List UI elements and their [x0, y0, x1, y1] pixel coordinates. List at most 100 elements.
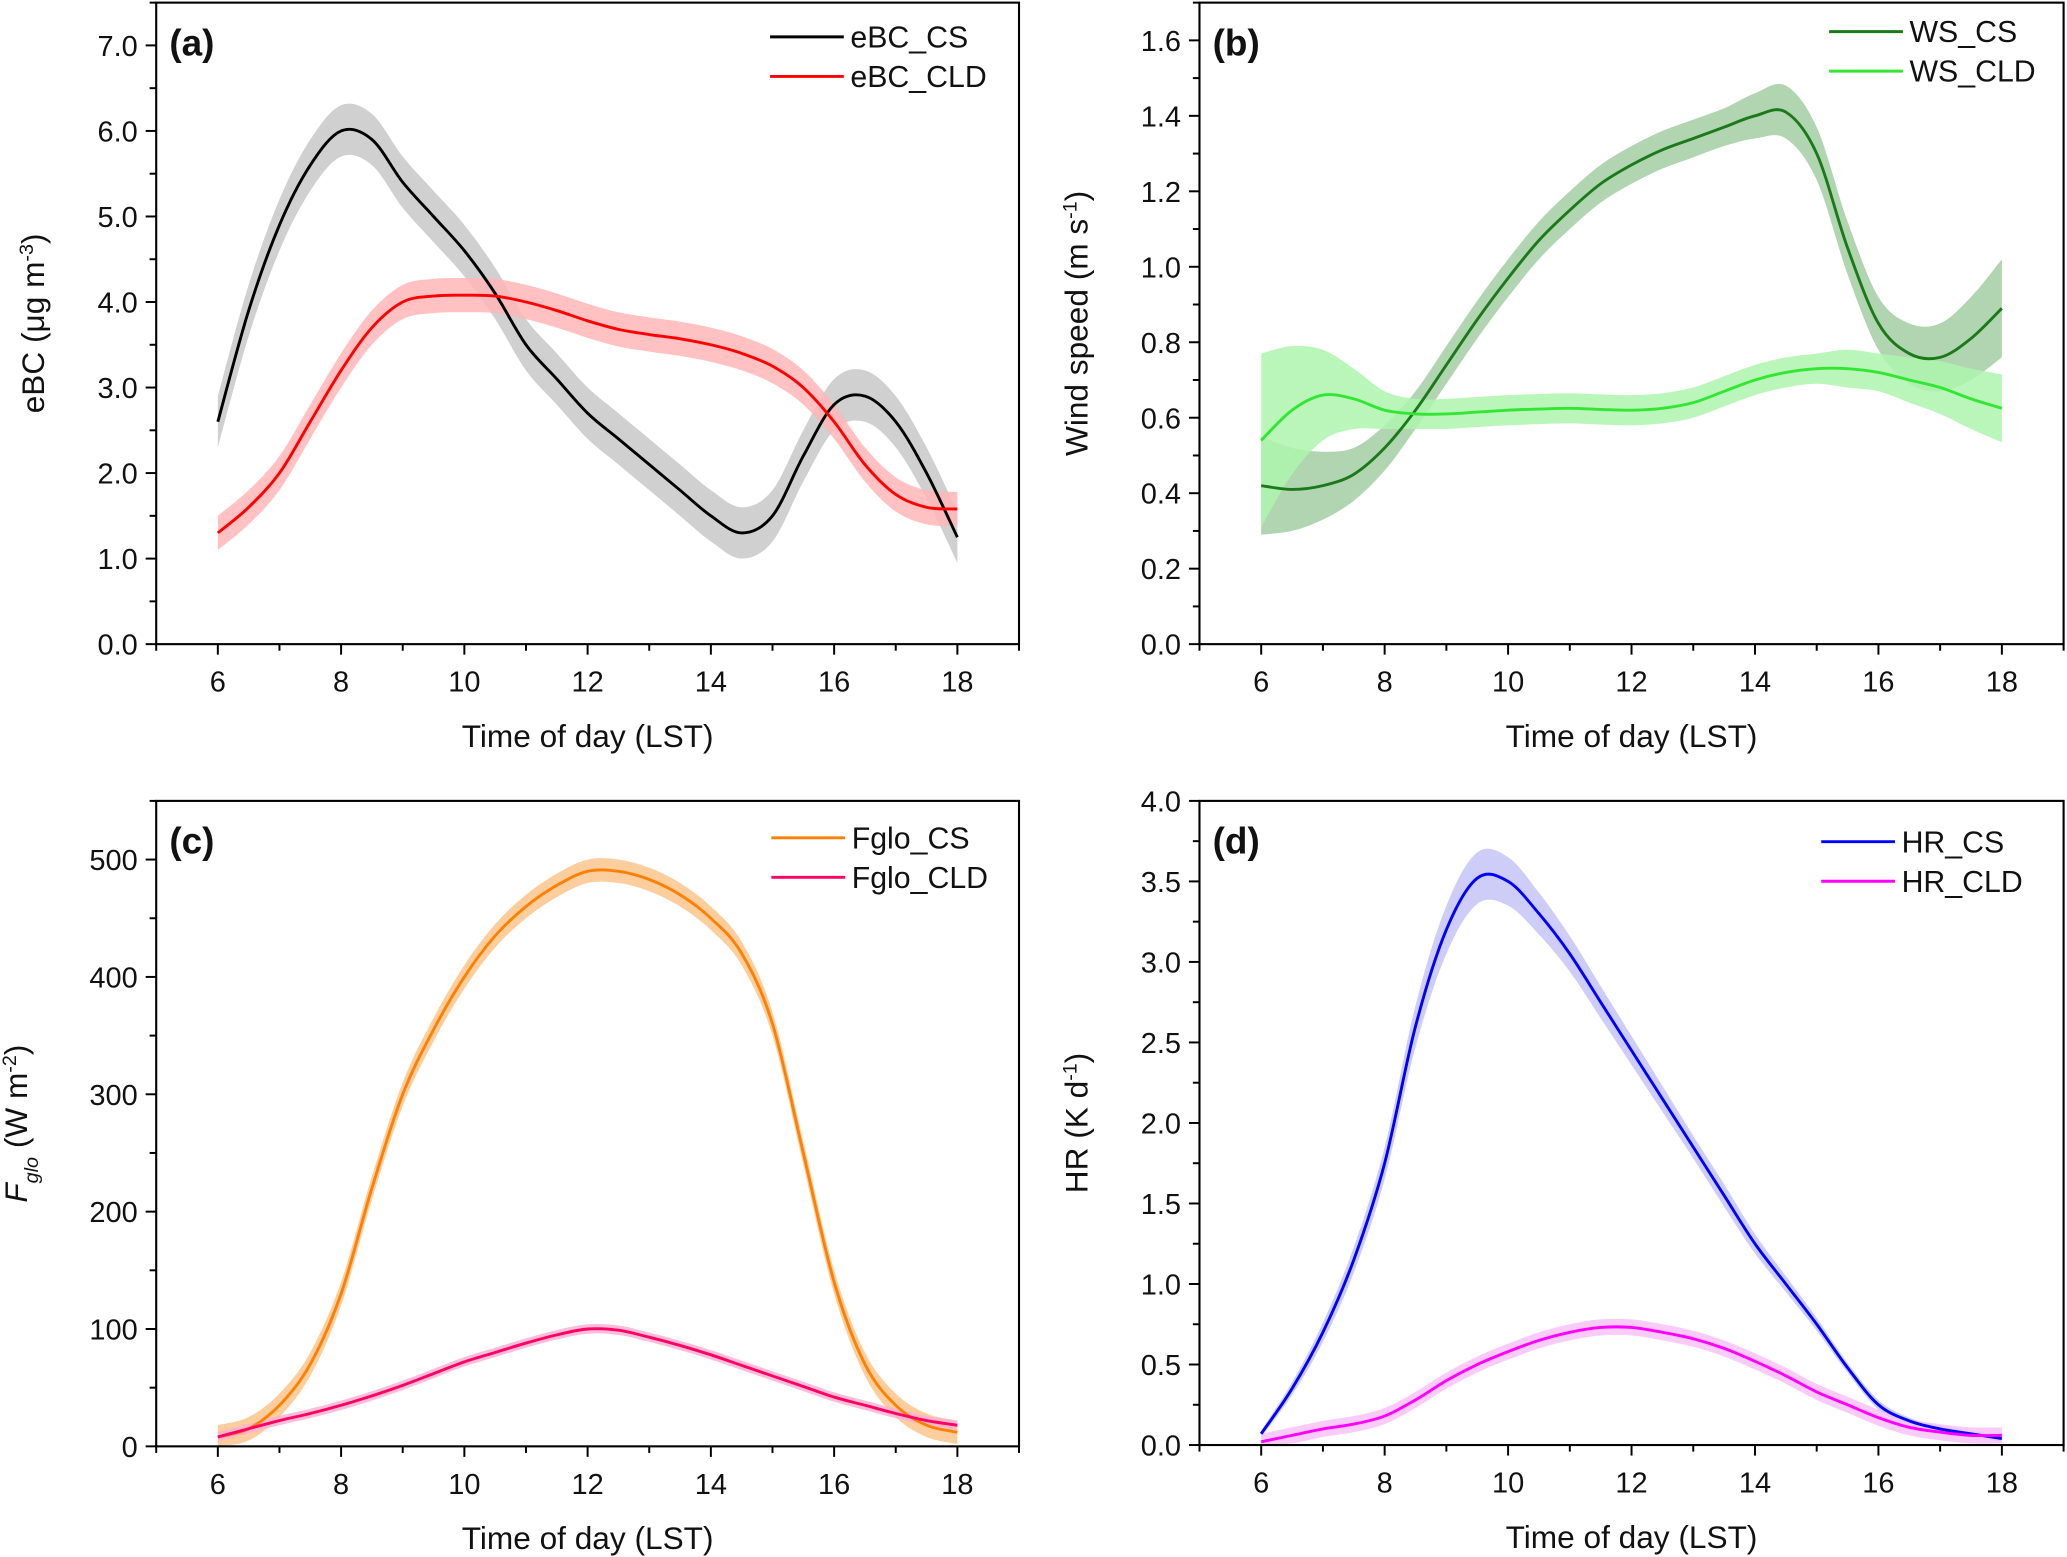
legend-label: Fglo_CS: [852, 822, 970, 855]
confidence-band-Fglo_CS: [217, 858, 958, 1447]
x-tick-label: 8: [1377, 1467, 1393, 1499]
y-tick-label: 1.0: [1141, 252, 1181, 284]
x-tick-label: 8: [1377, 667, 1393, 699]
y-axis-title-part: ): [0, 1045, 34, 1056]
x-tick-label: 18: [1986, 667, 2018, 699]
y-tick-label: 1.6: [1141, 26, 1181, 58]
y-axis-title: Fglo (W m-2): [0, 1045, 43, 1203]
legend: Fglo_CS Fglo_CLD: [771, 822, 988, 895]
x-tick-label: 18: [1986, 1467, 2018, 1499]
y-tick-label: 0.6: [1141, 403, 1181, 435]
x-tick-label: 6: [210, 667, 226, 699]
y-tick-label: 0.8: [1141, 328, 1181, 360]
panel-label: (a): [169, 22, 214, 63]
y-axis-title: HR (K d-1): [1059, 1053, 1095, 1194]
y-tick-label: 300: [89, 1080, 137, 1112]
x-tick-label: 6: [210, 1469, 226, 1501]
y-tick-label: 3.0: [1141, 947, 1181, 979]
x-tick-label: 10: [1492, 667, 1524, 699]
y-axis-title: Wind speed (m s-1): [1059, 191, 1095, 456]
legend-label: eBC_CS: [850, 21, 968, 54]
x-axis-title: Time of day (LST): [1506, 718, 1758, 754]
panel-a: 6 8 10 12 14 16 18 0.0 1.0 2.0 3.0 4.0 5.0 6.0 7.0 Time…: [15, 1, 1021, 754]
y-axis-title-part: glo: [21, 1157, 43, 1183]
x-tick-label: 10: [448, 667, 480, 699]
x-tick-label: 12: [571, 667, 603, 699]
x-tick-label: 6: [1253, 1467, 1269, 1499]
y-tick-label: 3.5: [1141, 867, 1181, 899]
y-tick-label: 0.2: [1141, 554, 1181, 586]
y-axis-title-part: -3: [16, 244, 38, 262]
y-tick-label: 0.0: [97, 630, 137, 662]
x-axis-title: Time of day (LST): [462, 1520, 714, 1556]
y-axis-title: eBC (μg m-3): [15, 233, 51, 413]
y-tick-label: 5.0: [97, 202, 137, 234]
x-tick-label: 16: [1862, 1467, 1894, 1499]
x-tick-label: 16: [818, 1469, 850, 1501]
confidence-band-WS_CLD: [1261, 345, 2002, 528]
x-tick-label: 12: [571, 1469, 603, 1501]
y-axis-title-part: eBC (μg m: [15, 262, 51, 414]
panel-label: (c): [169, 821, 214, 862]
legend-label: WS_CS: [1909, 16, 2017, 49]
confidence-band-HR_CS: [1261, 848, 2002, 1442]
y-tick-label: 400: [89, 962, 137, 994]
y-tick-label: 2.0: [1141, 1109, 1181, 1141]
y-tick-label: 0.4: [1141, 479, 1181, 511]
series-line-HR_CS: [1260, 872, 2003, 1441]
panel-label: (b): [1213, 22, 1260, 63]
y-tick-label: 4.0: [97, 288, 137, 320]
x-tick-label: 16: [1862, 667, 1894, 699]
x-tick-label: 18: [941, 1469, 973, 1501]
confidence-band-Fglo_CLD: [217, 1323, 958, 1442]
x-tick-label: 12: [1615, 1467, 1647, 1499]
confidence-band-WS_CS: [1261, 83, 2002, 535]
y-tick-label: 1.0: [1141, 1270, 1181, 1302]
legend-label: HR_CS: [1902, 826, 2005, 859]
series-line-WS_CS: [1261, 108, 2003, 491]
series-line-Fglo_CLD: [217, 1327, 958, 1439]
y-tick-label: 0.0: [1141, 1431, 1181, 1463]
y-axis-title-part: Wind speed (m s: [1059, 219, 1095, 456]
legend: WS_CS WS_CLD: [1829, 16, 2036, 89]
y-tick-label: 7.0: [97, 31, 137, 63]
series-line-HR_CLD: [1260, 1325, 2002, 1444]
x-tick-label: 16: [818, 667, 850, 699]
y-tick-label: 0.5: [1141, 1350, 1181, 1382]
confidence-band-eBC_CLD: [217, 278, 958, 551]
x-tick-label: 10: [448, 1469, 480, 1501]
plot-frame: [1198, 1, 2065, 646]
x-tick-label: 18: [941, 667, 973, 699]
y-axis-title-part: -1: [1060, 201, 1082, 219]
legend: eBC_CS eBC_CLD: [770, 21, 987, 94]
x-tick-label: 6: [1253, 667, 1269, 699]
y-tick-label: 3.0: [97, 373, 137, 405]
x-tick-label: 8: [333, 1469, 349, 1501]
x-tick-label: 14: [695, 667, 727, 699]
y-axis-title-part: (W m: [0, 1073, 34, 1157]
panel-d: 6 8 10 12 14 16 18 0.0 0.5 1.0 1.5 2.0 2.5 3.0 3.5 4.0 T…: [1059, 786, 2065, 1555]
legend-label: Fglo_CLD: [852, 862, 988, 895]
y-tick-label: 1.4: [1141, 101, 1181, 133]
y-axis-title-part: ): [1059, 191, 1095, 202]
x-tick-label: 10: [1492, 1467, 1524, 1499]
x-axis-title: Time of day (LST): [462, 718, 714, 754]
x-tick-label: 14: [1739, 1467, 1771, 1499]
y-tick-label: 0: [122, 1432, 138, 1464]
series-line-WS_CLD: [1260, 366, 2003, 442]
series-line-Fglo_CS: [217, 868, 958, 1439]
plot-frame: [155, 799, 1021, 1448]
legend-label: eBC_CLD: [850, 61, 986, 94]
panel-c: 6 8 10 12 14 16 18 0 100 200 300 400 500 Time of day …: [0, 799, 1021, 1556]
y-axis-title-part: F: [0, 1182, 34, 1203]
x-tick-label: 14: [695, 1469, 727, 1501]
y-tick-label: 2.0: [97, 459, 137, 491]
y-tick-label: 1.5: [1141, 1189, 1181, 1221]
y-axis-title-part: -2: [0, 1055, 21, 1073]
series-line-eBC_CLD: [216, 293, 958, 535]
x-tick-label: 8: [333, 667, 349, 699]
y-tick-label: 0.0: [1141, 630, 1181, 662]
y-axis-title-part: ): [1059, 1053, 1095, 1064]
x-axis-title: Time of day (LST): [1506, 1519, 1758, 1555]
